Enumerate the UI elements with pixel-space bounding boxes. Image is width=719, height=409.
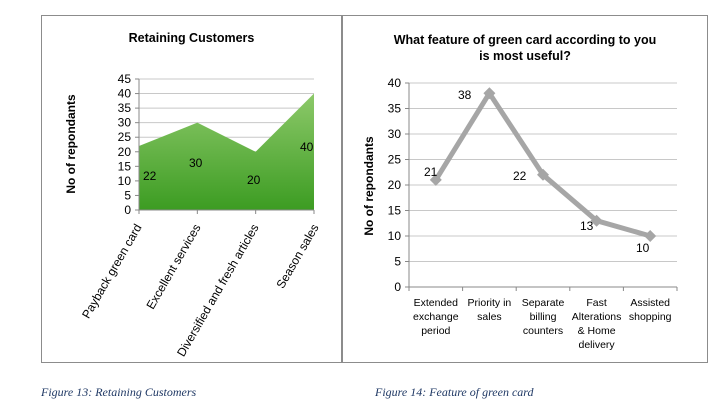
chart1-y-tick-label: 40 xyxy=(118,87,132,101)
chart2-data-label: 22 xyxy=(513,169,527,183)
chart2-y-tick-label: 20 xyxy=(388,178,402,192)
chart1-y-tick-label: 10 xyxy=(118,174,132,188)
chart2-category-label: Fast Alterations & Home delivery xyxy=(572,297,622,351)
chart1-y-axis-title: No of repondants xyxy=(64,94,78,194)
chart2-data-point xyxy=(429,173,442,186)
chart2-y-tick-label: 25 xyxy=(388,153,402,167)
chart1-y-tick-label: 25 xyxy=(118,130,132,144)
chart1-y-tick-label: 0 xyxy=(124,203,131,217)
chart2-y-tick-label: 30 xyxy=(388,127,402,141)
chart2-category-label-line: sales xyxy=(477,311,502,323)
chart2-category-label-line: & Home xyxy=(578,325,616,337)
chart1-y-tick-label: 15 xyxy=(118,159,132,173)
chart2-category-label-line: period xyxy=(421,325,450,337)
chart1-y-tick-label: 45 xyxy=(118,72,132,86)
chart2-data-label: 21 xyxy=(424,165,438,179)
chart2-category-label: Separate billing counters xyxy=(522,297,565,337)
retaining-customers-chart-panel: Retaining Customers 0 5 10 15 20 25 30 35 40 45 22… xyxy=(41,15,342,363)
chart1-data-label: 40 xyxy=(300,140,314,154)
chart2-category-label-line: exchange xyxy=(413,311,459,323)
chart2-category-label-line: shopping xyxy=(629,311,672,323)
chart2-category-label-line: Extended xyxy=(414,297,459,309)
chart2-category-label-line: Fast xyxy=(586,297,607,309)
chart2-line-series xyxy=(433,90,651,239)
chart2-y-tick-label: 15 xyxy=(388,204,402,218)
chart2-data-label: 10 xyxy=(636,241,650,255)
chart2-title-line-2: is most useful? xyxy=(479,49,571,63)
chart2-data-point xyxy=(483,87,496,100)
chart2-category-label-line: Alterations xyxy=(572,311,622,323)
chart1-area-series xyxy=(139,93,314,210)
chart2-category-label-line: Separate xyxy=(522,297,565,309)
chart1-y-tick-label: 5 xyxy=(124,188,131,202)
chart2-category-label-line: billing xyxy=(530,311,557,323)
chart2-y-tick-label: 35 xyxy=(388,102,402,116)
chart2-title-line-1: What feature of green card according to … xyxy=(393,33,657,47)
chart1-y-tick-label: 20 xyxy=(118,145,132,159)
chart2-category-label-line: delivery xyxy=(579,339,616,351)
chart1-data-label: 30 xyxy=(189,156,203,170)
chart2-y-tick-label: 5 xyxy=(394,255,401,269)
chart1-category-label: Season sales xyxy=(273,222,321,291)
chart2-data-point xyxy=(537,168,549,181)
chart2-title: What feature of green card according to … xyxy=(343,32,707,64)
chart2-category-label-line: Priority in xyxy=(468,297,512,309)
chart2-data-label: 38 xyxy=(458,88,472,102)
chart2-y-tick-label: 10 xyxy=(388,229,402,243)
chart2-category-label-line: Assisted xyxy=(630,297,670,309)
chart2-y-tick-label: 40 xyxy=(388,76,402,90)
chart2-category-label: Assisted shopping xyxy=(629,297,672,323)
chart1-y-tick-label: 35 xyxy=(118,101,132,115)
chart1-y-tick-label: 30 xyxy=(118,116,132,130)
figure-13-caption: Figure 13: Retaining Customers xyxy=(41,385,197,399)
chart2-category-label: Priority in sales xyxy=(468,297,512,323)
chart2-data-point xyxy=(590,214,603,227)
figure-14-caption: Figure 14: Feature of green card xyxy=(375,385,534,399)
chart1-category-label: Excellent services xyxy=(143,222,203,312)
chart2-category-label: Extended exchange period xyxy=(413,297,459,337)
chart2-data-point xyxy=(644,230,657,242)
chart1-title: Retaining Customers xyxy=(128,31,255,45)
chart1-data-label: 22 xyxy=(143,169,157,183)
chart1-category-label: Payback green card xyxy=(79,222,144,321)
chart1-data-label: 20 xyxy=(247,173,261,187)
chart2-y-axis-title: No of repondants xyxy=(362,136,376,236)
green-card-feature-chart-panel: What feature of green card according to … xyxy=(342,15,708,363)
chart2-data-label: 13 xyxy=(580,219,594,233)
chart2-category-label-line: counters xyxy=(523,325,563,337)
chart2-y-tick-label: 0 xyxy=(394,280,401,294)
green-card-feature-line-chart: 0 5 10 15 20 25 30 35 40 21 38 22 13 10 Extended exchan… xyxy=(362,76,678,351)
